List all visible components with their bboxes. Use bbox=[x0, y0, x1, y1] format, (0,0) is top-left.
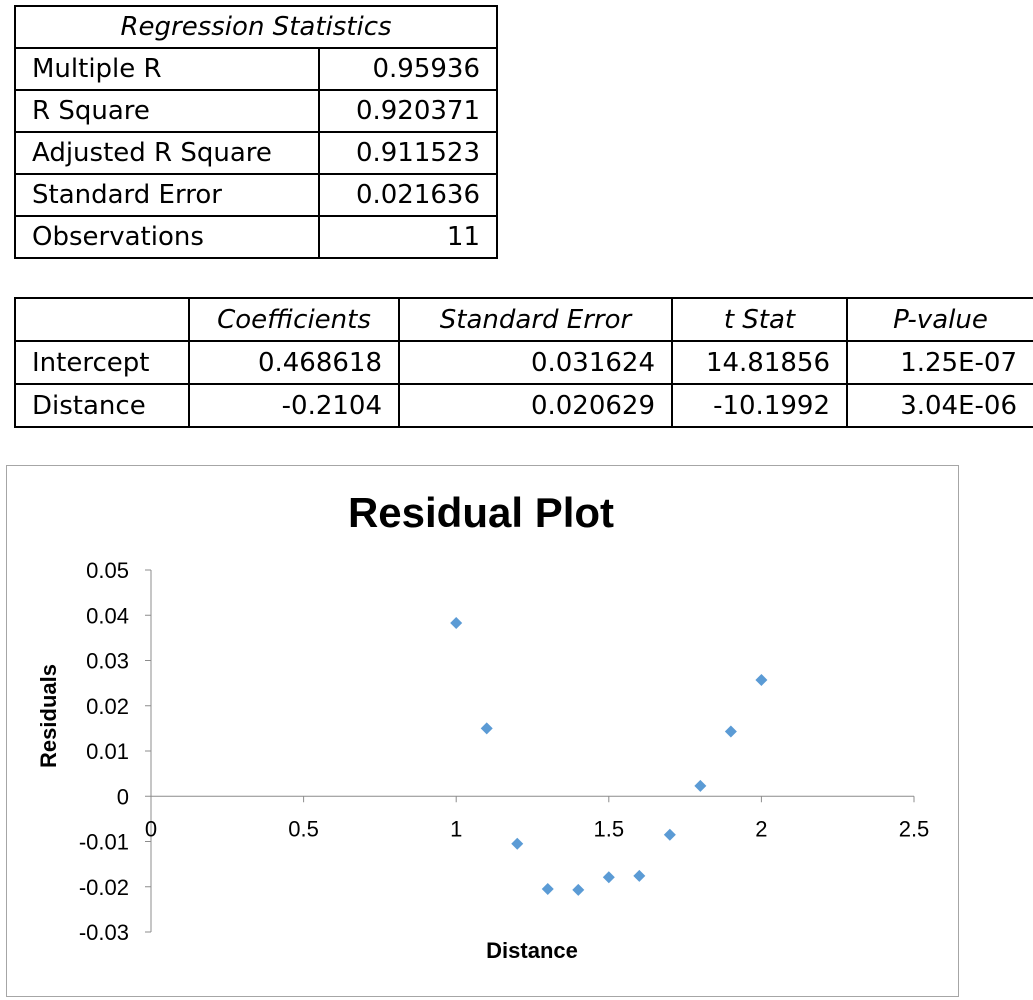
y-tick-label: 0.02 bbox=[86, 694, 129, 719]
data-point bbox=[511, 837, 524, 850]
y-tick-label: 0.03 bbox=[86, 649, 129, 674]
coef-cell: 14.81856 bbox=[671, 340, 848, 385]
data-point bbox=[572, 883, 585, 896]
coef-cell: 0.468618 bbox=[188, 340, 400, 385]
coef-header-row: Coefficients Standard Error t Stat P-value bbox=[14, 297, 1033, 342]
coef-cell: -10.1992 bbox=[671, 383, 848, 428]
stats-label: Multiple R bbox=[14, 47, 320, 91]
stats-label: Standard Error bbox=[14, 173, 320, 217]
coef-row: Intercept 0.468618 0.031624 14.81856 1.25E-0… bbox=[14, 340, 1033, 385]
stats-label: Adjusted R Square bbox=[14, 131, 320, 175]
x-tick-label: 0.5 bbox=[288, 816, 319, 841]
coef-cell: 1.25E-07 bbox=[846, 340, 1033, 385]
coef-column-header: P-value bbox=[846, 297, 1033, 342]
regression-statistics-table: Regression Statistics Multiple R 0.95936 R… bbox=[13, 5, 499, 259]
y-tick-label: 0.05 bbox=[86, 558, 129, 583]
axes: 0.05 0.04 0.03 0.02 0.01 0 -0.01 -0.02 -0.03 0 0.5… bbox=[79, 558, 929, 945]
residual-plot-svg: Residual Plot Residuals Distance 0.050.0… bbox=[36, 489, 929, 963]
x-tick-label: 2 bbox=[755, 816, 767, 841]
stats-row: Observations 11 bbox=[14, 215, 499, 259]
coef-column-header bbox=[14, 297, 190, 342]
y-tick-label: -0.03 bbox=[79, 920, 129, 945]
data-point bbox=[450, 616, 463, 629]
data-point bbox=[480, 722, 493, 735]
chart-title: Residual Plot bbox=[348, 489, 614, 536]
stats-row: Adjusted R Square 0.911523 bbox=[14, 131, 499, 175]
coef-cell: 0.031624 bbox=[398, 340, 673, 385]
data-point bbox=[541, 883, 554, 896]
coef-column-header: Coefficients bbox=[188, 297, 400, 342]
data-points bbox=[450, 616, 768, 896]
data-point bbox=[602, 871, 615, 884]
y-tick-label: 0 bbox=[117, 784, 129, 809]
data-point bbox=[755, 673, 768, 686]
stats-value: 0.95936 bbox=[317, 47, 499, 91]
stats-label: R Square bbox=[14, 89, 320, 133]
coef-cell: 0.020629 bbox=[398, 383, 673, 428]
stats-header-row: Regression Statistics bbox=[13, 5, 499, 49]
y-tick-label: 0.01 bbox=[86, 739, 129, 764]
coef-row-label: Intercept bbox=[14, 340, 190, 385]
coef-cell: -0.2104 bbox=[188, 383, 400, 428]
y-tick-label: -0.02 bbox=[79, 875, 129, 900]
x-tick-label: 2.5 bbox=[899, 816, 930, 841]
stats-label: Observations bbox=[14, 215, 320, 259]
stats-row: Standard Error 0.021636 bbox=[14, 173, 499, 217]
data-point bbox=[633, 869, 646, 882]
coef-column-header: Standard Error bbox=[398, 297, 673, 342]
data-point bbox=[694, 779, 707, 792]
residual-plot-chart: Residual Plot Residuals Distance 0.05 0.0… bbox=[6, 465, 959, 997]
y-axis-title: Residuals bbox=[36, 664, 61, 768]
coef-cell: 3.04E-06 bbox=[846, 383, 1033, 428]
coef-row: Distance -0.2104 0.020629 -10.1992 3.04E-06 bbox=[14, 383, 1033, 428]
stats-row: R Square 0.920371 bbox=[14, 89, 499, 133]
y-tick-label: 0.04 bbox=[86, 603, 129, 628]
y-tick-label: -0.01 bbox=[79, 830, 129, 855]
stats-row: Multiple R 0.95936 bbox=[14, 47, 499, 91]
stats-value: 0.911523 bbox=[317, 131, 499, 175]
stats-value: 11 bbox=[317, 215, 499, 259]
data-point bbox=[663, 828, 676, 841]
stats-value: 0.021636 bbox=[317, 173, 499, 217]
coefficients-table: Coefficients Standard Error t Stat P-value I… bbox=[14, 297, 1033, 428]
stats-value: 0.920371 bbox=[317, 89, 499, 133]
x-tick-label: 1.5 bbox=[594, 816, 625, 841]
coef-row-label: Distance bbox=[14, 383, 190, 428]
x-axis-title: Distance bbox=[486, 938, 578, 963]
data-point bbox=[724, 725, 737, 738]
x-tick-label: 0 bbox=[145, 816, 157, 841]
coef-column-header: t Stat bbox=[671, 297, 848, 342]
stats-header: Regression Statistics bbox=[13, 5, 499, 49]
x-tick-label: 1 bbox=[450, 816, 462, 841]
